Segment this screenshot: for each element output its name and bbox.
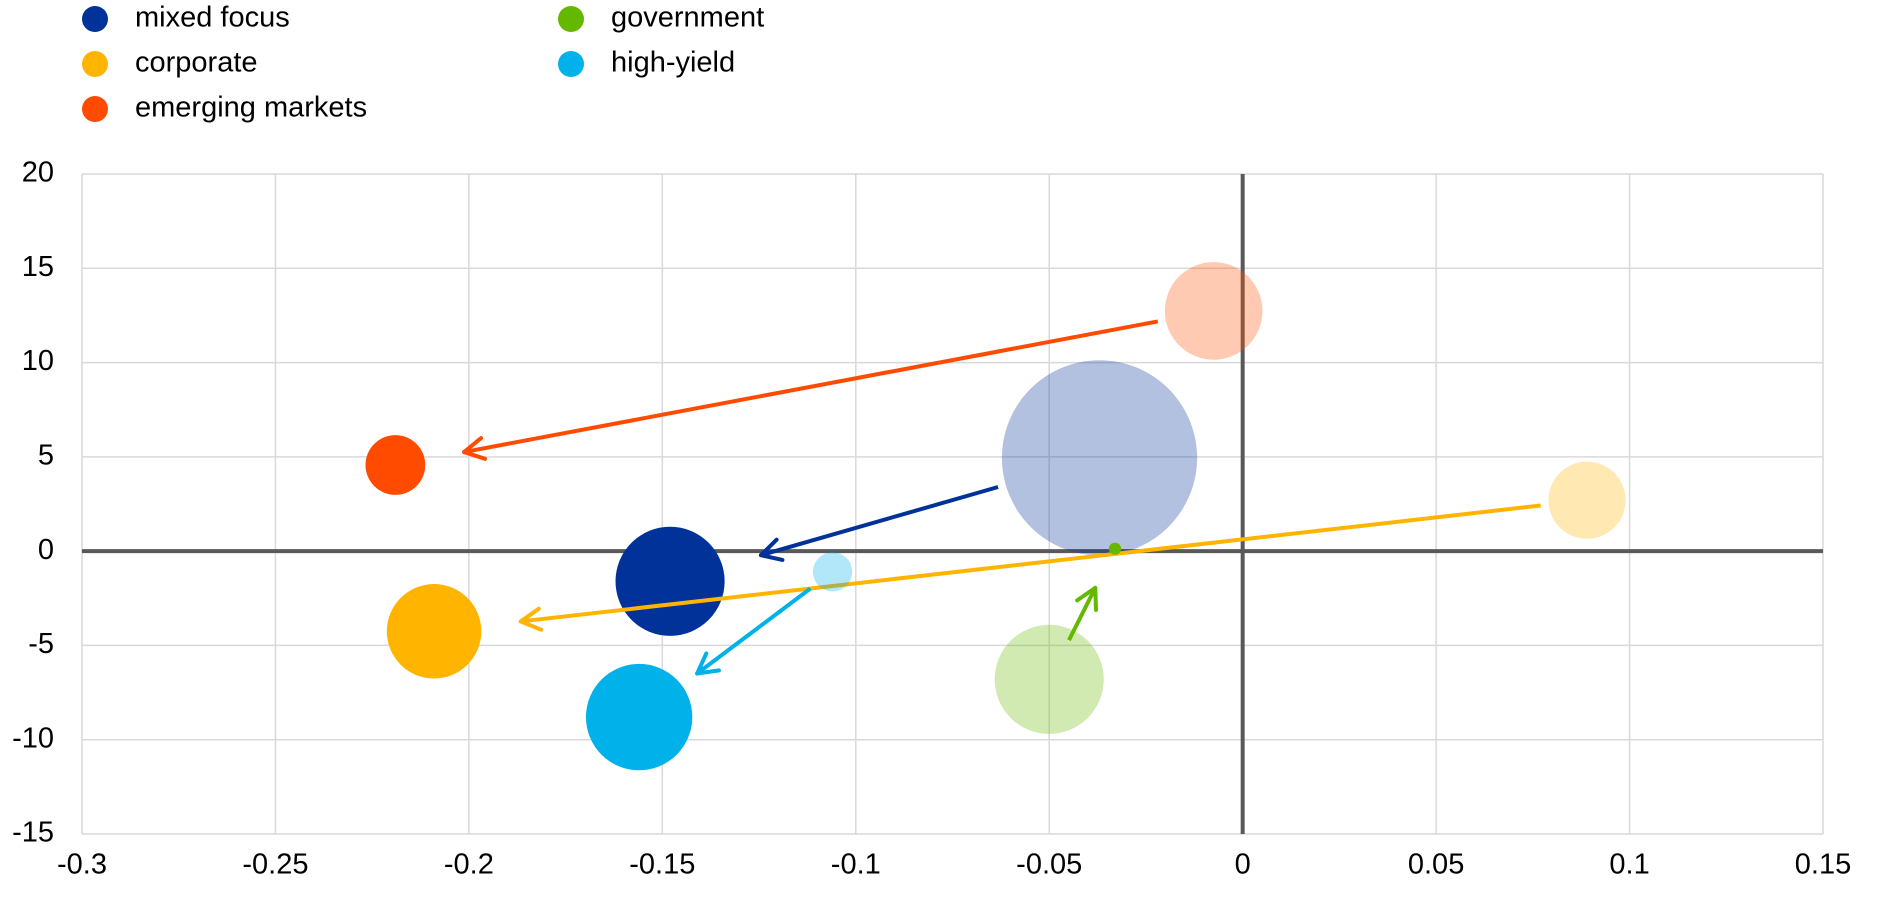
x-tick-label: 0.15 — [1795, 849, 1851, 881]
arrow-shaft — [1067, 586, 1098, 642]
arrow-head — [695, 668, 721, 676]
legend-marker — [558, 6, 584, 32]
arrow-head — [518, 606, 541, 624]
y-tick-label: 5 — [38, 440, 54, 472]
legend-marker — [82, 96, 108, 122]
arrow-head — [758, 537, 779, 558]
y-tick-label: 20 — [22, 157, 54, 189]
legend-marker — [558, 51, 584, 77]
arrow-shaft — [520, 503, 1541, 624]
x-tick-label: 0 — [1235, 849, 1251, 881]
x-tick-label: -0.1 — [831, 849, 881, 881]
legend-label: corporate — [135, 47, 258, 79]
arrow-head — [1093, 585, 1099, 612]
arrow-head — [462, 436, 484, 455]
bubble — [1001, 360, 1198, 556]
x-tick-label: -0.2 — [444, 849, 494, 881]
legend-marker — [82, 51, 108, 77]
bubble — [994, 624, 1104, 734]
x-tick-label: -0.05 — [1016, 849, 1082, 881]
y-tick-label: 0 — [38, 534, 54, 566]
legend-label: high-yield — [611, 47, 735, 79]
arrow-head — [695, 651, 709, 676]
y-tick-label: 15 — [22, 251, 54, 283]
arrow-head — [1075, 585, 1098, 603]
arrow-shaft — [463, 319, 1159, 455]
bubble — [812, 552, 853, 592]
legend-marker — [82, 6, 108, 32]
bubble — [365, 435, 426, 495]
arrow-head — [462, 450, 487, 461]
x-tick-label: 0.05 — [1408, 849, 1464, 881]
legend-label: government — [611, 2, 764, 34]
bubble — [585, 663, 693, 771]
bubble — [1548, 461, 1626, 539]
y-tick-label: -5 — [28, 628, 54, 660]
arrow-head — [758, 553, 785, 562]
y-tick-label: -10 — [12, 722, 54, 754]
arrow-shaft — [760, 485, 999, 558]
bubble — [615, 526, 725, 636]
x-tick-label: -0.3 — [57, 849, 107, 881]
arrow-shaft — [695, 586, 812, 676]
legend-label: emerging markets — [135, 92, 367, 124]
bubble — [386, 584, 482, 679]
arrow-head — [518, 619, 544, 632]
legend-label: mixed focus — [135, 2, 290, 34]
x-tick-label: -0.25 — [242, 849, 308, 881]
x-tick-label: 0.1 — [1609, 849, 1649, 881]
y-tick-label: 10 — [22, 345, 54, 377]
x-tick-label: -0.15 — [629, 849, 695, 881]
bubble — [1164, 262, 1263, 360]
y-tick-label: -15 — [12, 817, 54, 849]
bubble — [1108, 542, 1122, 555]
